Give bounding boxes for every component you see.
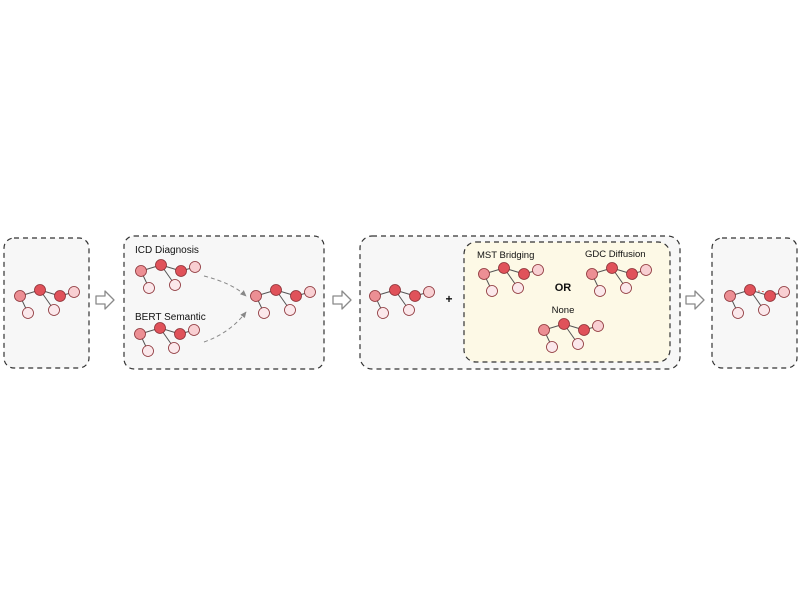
flow-arrow-3 [685,290,705,310]
icd-diagnosis-label: ICD Diagnosis [135,245,199,256]
input-graph-panel [3,237,90,369]
mst-bridging-label: MST Bridging [477,250,534,261]
none-label: None [552,305,575,316]
options-box: MST Bridging GDC Diffusion OR None [463,241,671,363]
output-graph-panel [711,237,798,369]
or-label: OR [555,282,572,294]
gdc-diffusion-label: GDC Diffusion [585,249,646,260]
flow-arrow-2 [332,290,352,310]
bert-semantic-label: BERT Semantic [135,312,206,323]
flow-arrow-1 [95,290,115,310]
merge-arrow-top [203,275,247,297]
plus-sign: + [445,292,452,306]
edge-construction-panel: ICD Diagnosis BERT Semantic [123,235,325,370]
augmentation-panel: + MST Bridging GDC Diffusion OR None [359,235,681,370]
